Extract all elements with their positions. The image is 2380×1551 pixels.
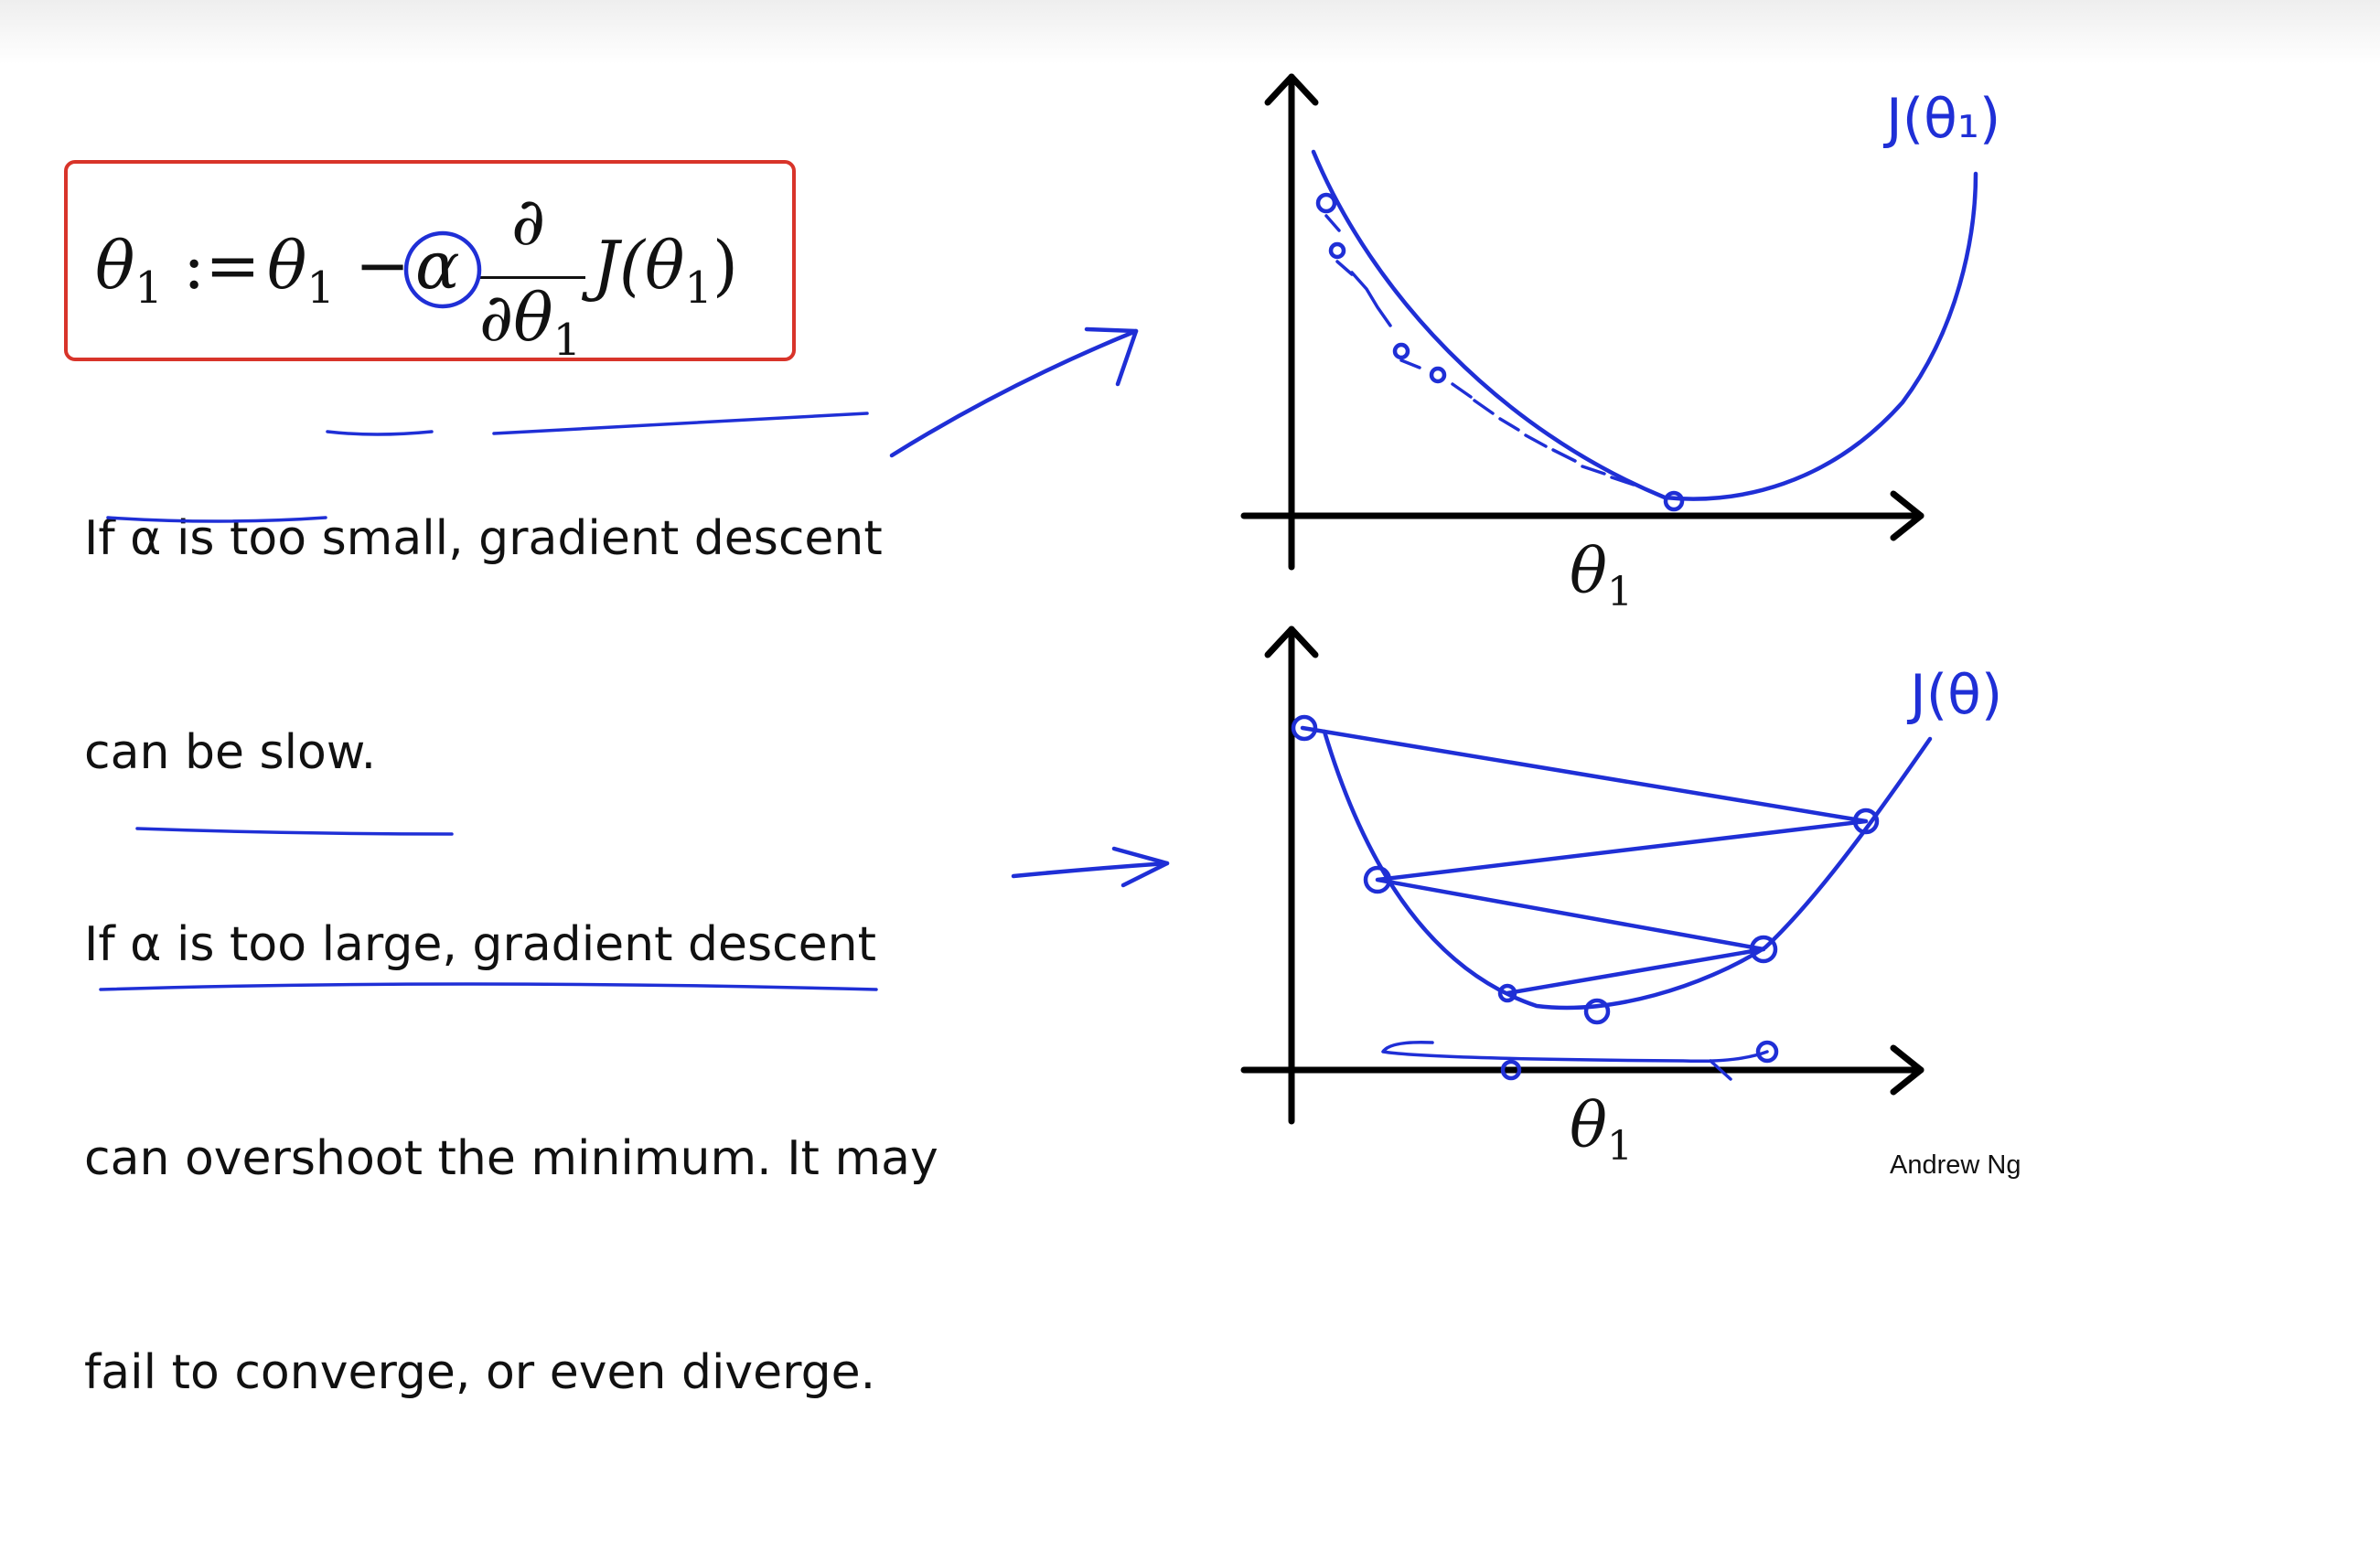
top-graph: θ1 J(θ₁) bbox=[1244, 77, 2000, 615]
annotation-layer: θ1 J(θ₁) θ1 J(θ) bbox=[0, 0, 2380, 1190]
bottom-graph-overshoot-path bbox=[1303, 728, 1866, 993]
step-point bbox=[1431, 369, 1444, 381]
step-point bbox=[1331, 244, 1344, 257]
bottom-graph-curve-label: J(θ) bbox=[1906, 663, 2002, 727]
arrow-to-top-graph bbox=[892, 331, 1136, 455]
step-point bbox=[1395, 345, 1408, 358]
bottom-graph-cost-curve bbox=[1324, 732, 1930, 1008]
underline-is-too-large bbox=[137, 829, 452, 834]
author-credit: Andrew Ng bbox=[1890, 1150, 2021, 1181]
step-point bbox=[1318, 195, 1335, 211]
underline-gradient-descent bbox=[494, 413, 867, 433]
underline-can-be-slow bbox=[108, 518, 326, 521]
caption-large-line-3: fail to converge, or even diverge. bbox=[84, 1337, 938, 1408]
top-graph-x-axis-label: θ1 bbox=[1570, 536, 1633, 615]
bottom-graph: θ1 J(θ) bbox=[1244, 629, 2002, 1170]
top-graph-curve-label: J(θ₁) bbox=[1882, 87, 2000, 151]
step-point bbox=[1666, 493, 1682, 509]
bottom-graph-iterates bbox=[1293, 717, 1877, 1022]
top-graph-cost-curve bbox=[1313, 152, 1976, 499]
underline-fail-to-converge bbox=[101, 984, 876, 989]
iterate-point bbox=[1586, 1000, 1608, 1022]
bottom-graph-x-axis-label: θ1 bbox=[1570, 1090, 1633, 1170]
top-graph-small-steps bbox=[1318, 195, 1682, 509]
alpha-circle-annotation bbox=[406, 233, 479, 306]
arrow-to-top-graph-head bbox=[1087, 329, 1136, 384]
bottom-graph-axis-annotation bbox=[1383, 1043, 1767, 1079]
lecture-slide: θ1 := θ1 − α ∂ ∂θ1 J(θ1) If α is too sma… bbox=[0, 0, 2380, 1190]
underline-small bbox=[327, 432, 432, 434]
